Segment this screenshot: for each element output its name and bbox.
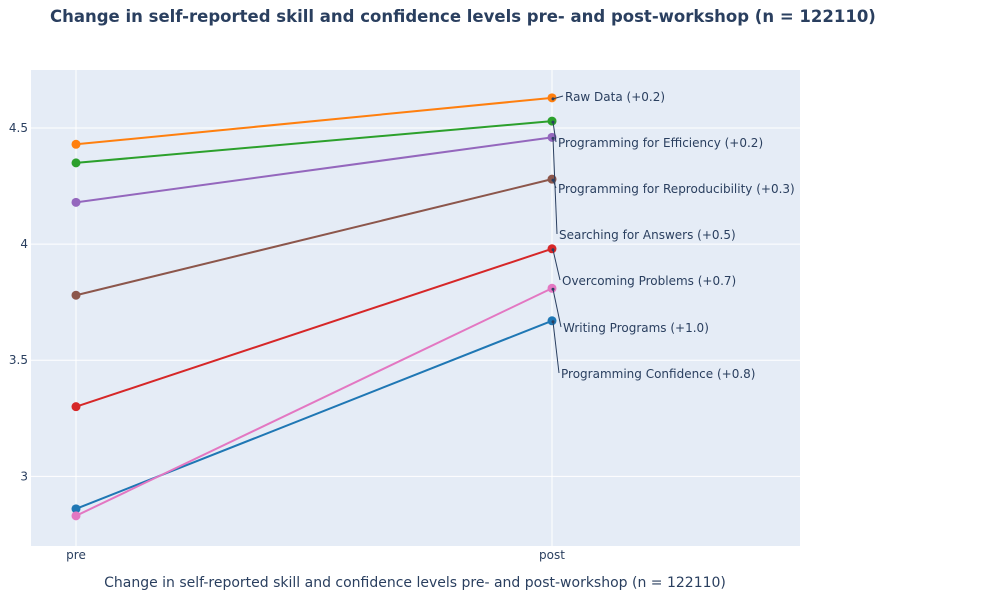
data-point — [71, 511, 81, 521]
data-point — [71, 504, 81, 514]
annotation-arrow — [552, 321, 560, 374]
grid-lines — [31, 70, 800, 546]
data-point — [71, 158, 81, 168]
annotation-arrowhead — [551, 320, 555, 324]
annotation-label: Programming for Reproducibility (+0.3) — [558, 182, 795, 196]
annotation: Programming for Efficiency (+0.2) — [551, 120, 763, 150]
plot-area — [31, 70, 800, 546]
annotation-arrowhead — [551, 287, 555, 291]
annotation-arrow — [552, 289, 562, 328]
annotation: Programming for Reproducibility (+0.3) — [551, 178, 795, 196]
annotation: Raw Data (+0.2) — [551, 90, 665, 104]
series-1 — [71, 116, 557, 168]
chart-title: Change in self-reported skill and confid… — [50, 7, 876, 26]
annotation-arrowhead — [551, 120, 555, 124]
annotation-arrow — [552, 249, 561, 281]
annotation-arrowhead — [551, 136, 555, 140]
series-4 — [71, 244, 557, 412]
annotation-arrow — [552, 95, 564, 100]
series-line — [75, 178, 553, 297]
annotation-label: Programming Confidence (+0.8) — [561, 367, 755, 381]
annotation-arrow — [552, 138, 558, 235]
y-tick-label: 3.5 — [9, 353, 28, 367]
annotation-label: Overcoming Problems (+0.7) — [562, 274, 736, 288]
annotation-arrowhead — [551, 248, 555, 252]
data-point — [71, 139, 81, 149]
annotation-label: Programming for Efficiency (+0.2) — [558, 136, 763, 150]
annotation: Writing Programs (+1.0) — [551, 287, 709, 335]
series-line — [75, 287, 553, 517]
series-line — [75, 136, 553, 204]
x-tick-label: post — [539, 548, 565, 562]
annotation-label: Raw Data (+0.2) — [565, 90, 665, 104]
y-tick-label: 4.5 — [9, 121, 28, 135]
annotation-label: Searching for Answers (+0.5) — [559, 228, 736, 242]
series-line — [75, 120, 553, 164]
annotation: Overcoming Problems (+0.7) — [551, 248, 736, 288]
data-point — [71, 290, 81, 300]
y-tick-label: 4 — [20, 237, 28, 251]
series-line — [75, 96, 553, 146]
x-tick-label: pre — [66, 548, 86, 562]
annotation: Searching for Answers (+0.5) — [551, 136, 736, 242]
annotations: Raw Data (+0.2) Programming for Efficienc… — [551, 90, 795, 381]
data-point — [71, 197, 81, 207]
annotation-arrowhead — [551, 97, 555, 101]
y-axis-ticks: 3 3.5 4 4.5 — [9, 121, 28, 483]
y-tick-label: 3 — [20, 469, 28, 483]
series-lines — [71, 93, 557, 521]
x-axis-title: Change in self-reported skill and confid… — [104, 575, 726, 591]
annotation-arrowhead — [551, 178, 555, 182]
annotation-label: Writing Programs (+1.0) — [563, 321, 709, 335]
x-axis-ticks: pre post — [66, 548, 565, 562]
annotation: Programming Confidence (+0.8) — [551, 320, 755, 381]
annotation-arrow — [552, 122, 557, 143]
series-line — [75, 247, 553, 408]
data-point — [71, 402, 81, 412]
series-5 — [71, 283, 557, 521]
